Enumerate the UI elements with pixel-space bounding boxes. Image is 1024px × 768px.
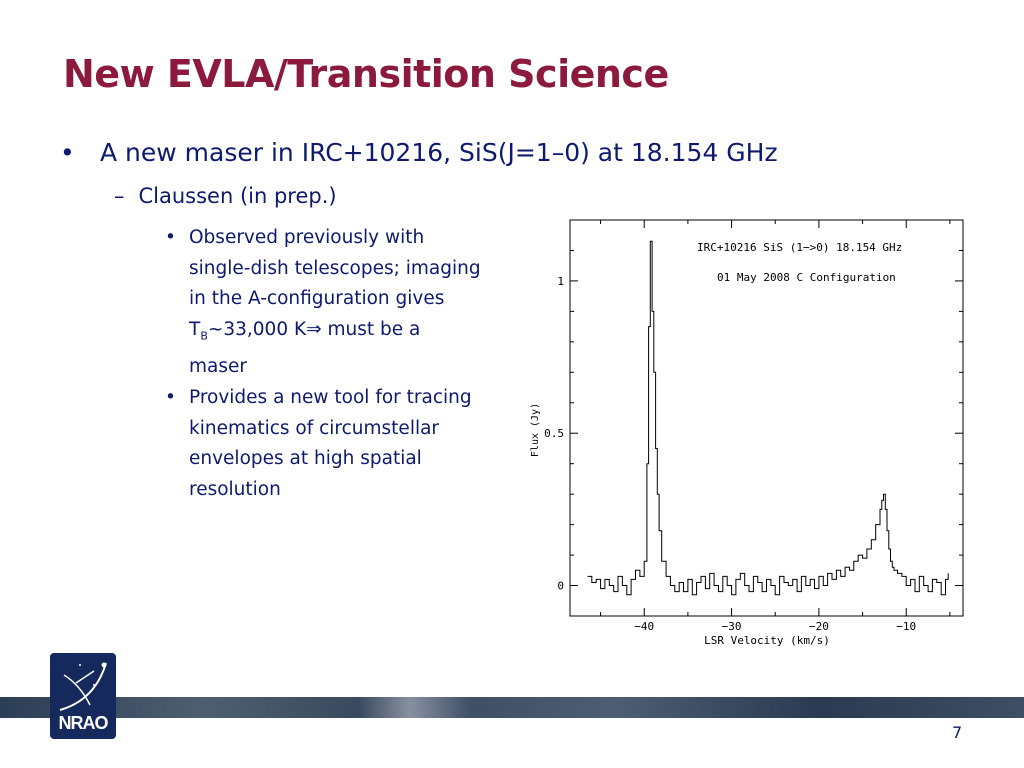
x-tick-label: −20 (809, 620, 829, 633)
bullet-line: single-dish telescopes; imaging (189, 257, 481, 279)
starfield-banner (0, 697, 1024, 718)
bullet-text: Provides a new tool for tracing kinemati… (189, 383, 509, 505)
bullet-line: Observed previously with (189, 227, 425, 248)
chart-annotation: IRC+10216 SiS (1−>0) 18.154 GHz (697, 241, 902, 254)
bullet-marker: • (60, 138, 75, 167)
tick-labels: −40 −30 −20 −10 0 0.5 1 (544, 275, 916, 633)
axis-ticks (570, 220, 963, 617)
y-tick-label: 0.5 (544, 427, 564, 440)
page-number: 7 (952, 723, 963, 742)
bullet-line: maser (189, 355, 247, 377)
bullet-line: TB~33,000 K⇒ must be a (189, 315, 509, 352)
brightness-temp-symbol: T (189, 318, 201, 340)
x-tick-label: −40 (634, 620, 654, 633)
chart-annotation: 01 May 2008 C Configuration (717, 271, 896, 284)
dash-marker: – (114, 184, 125, 208)
plot-frame (569, 219, 964, 617)
y-tick-label: 1 (557, 275, 564, 288)
slide-title: New EVLA/Transition Science (63, 52, 669, 96)
bullet-line: kinematics of circumstellar (189, 417, 440, 439)
spectrum-series-line (587, 240, 949, 596)
x-axis-label: LSR Velocity (km/s) (704, 634, 830, 647)
x-tick-label: −30 (722, 620, 742, 633)
bullet-line: Provides a new tool for tracing (189, 387, 472, 408)
radio-telescope-icon (59, 662, 107, 711)
brightness-temp-text: ~33,000 K⇒ must be a (207, 318, 421, 340)
y-axis-label: Flux (Jy) (530, 403, 541, 457)
bullet-line: resolution (189, 478, 281, 500)
spectrum-chart: −40 −30 −20 −10 0 0.5 1 IRC+10216 SiS (1−>0) 1… (530, 219, 964, 647)
brightness-temp-subscript: B (200, 329, 208, 343)
nrao-logo: NRAO (50, 653, 116, 739)
logo-text: NRAO (58, 713, 109, 733)
y-tick-label: 0 (557, 580, 564, 593)
bullet-line: envelopes at high spatial (189, 448, 422, 469)
bullet-line: in the A-configuration gives (189, 288, 445, 309)
bullet-marker: • (165, 227, 176, 248)
bullet-text: A new maser in IRC+10216, SiS(J=1–0) at … (100, 138, 778, 167)
bullet-text: Claussen (in prep.) (138, 184, 337, 208)
bullet-level-2: – Claussen (in prep.) (114, 184, 337, 208)
x-tick-label: −10 (896, 620, 916, 633)
bullet-marker: • (165, 387, 176, 408)
bullet-text: Observed previously with single-dish tel… (189, 223, 509, 382)
